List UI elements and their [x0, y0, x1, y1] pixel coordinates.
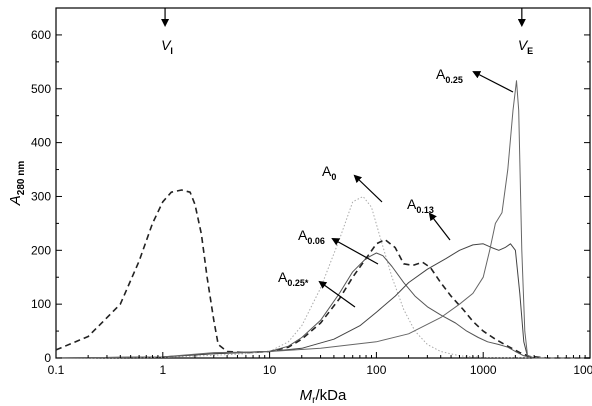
series-annotation-arrow: [353, 174, 383, 203]
series-annotation-label: A0.25: [436, 66, 463, 85]
x-axis-title-main: M: [300, 387, 313, 404]
y-tick-label: 500: [31, 82, 51, 96]
y-tick-label: 200: [31, 243, 51, 257]
y-tick-label: 600: [31, 28, 51, 42]
series-annotation-label: A0: [322, 163, 336, 182]
x-tick-label: 10: [263, 363, 277, 377]
x-axis: 0.1 1 10 100 1000 10000: [48, 352, 592, 377]
x-tick-label: 1000: [470, 363, 497, 377]
y-tick-label: 0: [44, 351, 51, 365]
x-axis-title: Mr/kDa: [300, 387, 347, 406]
y-axis: 0 100 200 300 400 500 600: [31, 28, 590, 365]
x-axis-title-sub: r: [312, 395, 316, 406]
y-axis-title: A280 nm: [7, 161, 27, 207]
series-annotation-arrow: [472, 71, 514, 93]
series-annotation-arrow: [318, 280, 356, 308]
x-axis-title-rest: /kDa: [316, 387, 348, 404]
series-line-025: [55, 80, 590, 359]
series-line-013: [55, 243, 590, 359]
v-marker-label: VE: [518, 37, 533, 56]
v-marker-label: VI: [161, 37, 173, 56]
plot-area-border: [55, 7, 591, 359]
plot-frame: [55, 7, 591, 359]
series-line-006: [55, 252, 590, 359]
x-tick-label: 100: [366, 363, 386, 377]
y-tick-label: 100: [31, 297, 51, 311]
series-line-025: [55, 189, 590, 359]
series-annotation-label: A0.06: [298, 227, 325, 246]
series-line-0: [55, 196, 591, 359]
x-tick-label: 0.1: [48, 363, 65, 377]
y-axis-title-main: A: [7, 195, 24, 206]
y-axis-title-sub: 280 nm: [16, 161, 27, 196]
annotations-layer: A0.25 A0 A0.13 A0.06 A0.25*: [278, 66, 514, 308]
series-annotation-arrow: [428, 212, 451, 241]
series-layer: [55, 80, 591, 359]
y-tick-label: 300: [31, 189, 51, 203]
markers-layer: VI VE: [161, 8, 533, 56]
series-annotation-label: A0.13: [407, 196, 434, 215]
series-annotation-arrow: [331, 238, 379, 265]
y-tick-label: 400: [31, 136, 51, 150]
x-tick-label: 10000: [573, 363, 592, 377]
x-tick-label: 1: [159, 363, 166, 377]
series-annotation-label: A0.25*: [278, 269, 309, 288]
